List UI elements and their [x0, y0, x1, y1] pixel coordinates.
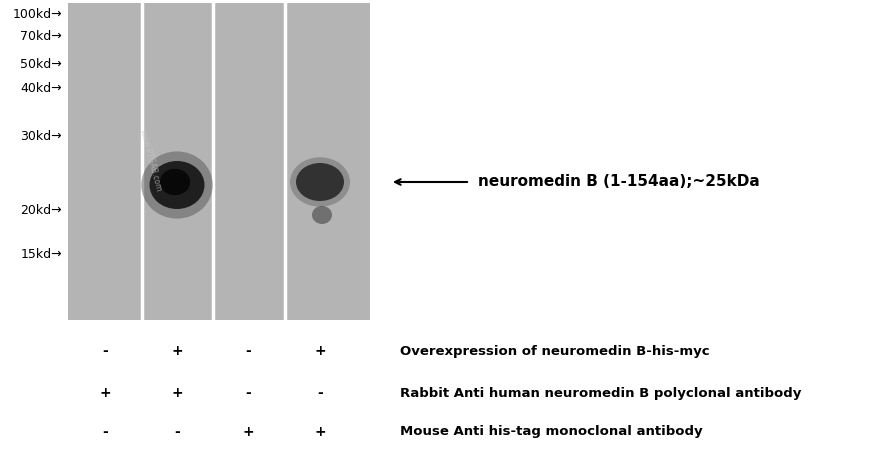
Text: +: +	[313, 425, 326, 439]
Bar	[68, 3, 370, 320]
Ellipse shape	[160, 169, 190, 195]
Text: -: -	[102, 344, 108, 358]
Text: +: +	[242, 425, 254, 439]
Ellipse shape	[149, 161, 205, 209]
Ellipse shape	[296, 163, 343, 201]
Text: 70kd→: 70kd→	[20, 30, 62, 44]
Text: +: +	[171, 344, 183, 358]
Text: Rabbit Anti human neuromedin B polyclonal antibody: Rabbit Anti human neuromedin B polyclona…	[399, 386, 801, 399]
Text: 40kd→: 40kd→	[20, 82, 62, 95]
Ellipse shape	[312, 206, 332, 224]
Text: -: -	[317, 386, 322, 400]
Text: 20kd→: 20kd→	[20, 203, 62, 217]
Text: +: +	[171, 386, 183, 400]
Text: neuromedin B (1-154aa);~25kDa: neuromedin B (1-154aa);~25kDa	[478, 174, 759, 190]
Text: -: -	[245, 386, 250, 400]
Text: 15kd→: 15kd→	[20, 248, 62, 262]
Text: Mouse Anti his-tag monoclonal antibody: Mouse Anti his-tag monoclonal antibody	[399, 425, 702, 438]
Text: -: -	[245, 344, 250, 358]
Text: www.PTGAB.com: www.PTGAB.com	[137, 128, 162, 192]
Text: 50kd→: 50kd→	[20, 58, 62, 72]
Text: 100kd→: 100kd→	[12, 7, 62, 21]
Text: +: +	[313, 344, 326, 358]
Text: -: -	[174, 425, 180, 439]
Ellipse shape	[141, 151, 212, 218]
Text: 30kd→: 30kd→	[20, 130, 62, 144]
Text: Overexpression of neuromedin B-his-myc: Overexpression of neuromedin B-his-myc	[399, 345, 709, 358]
Ellipse shape	[290, 157, 349, 207]
Text: -: -	[102, 425, 108, 439]
Text: +: +	[99, 386, 111, 400]
